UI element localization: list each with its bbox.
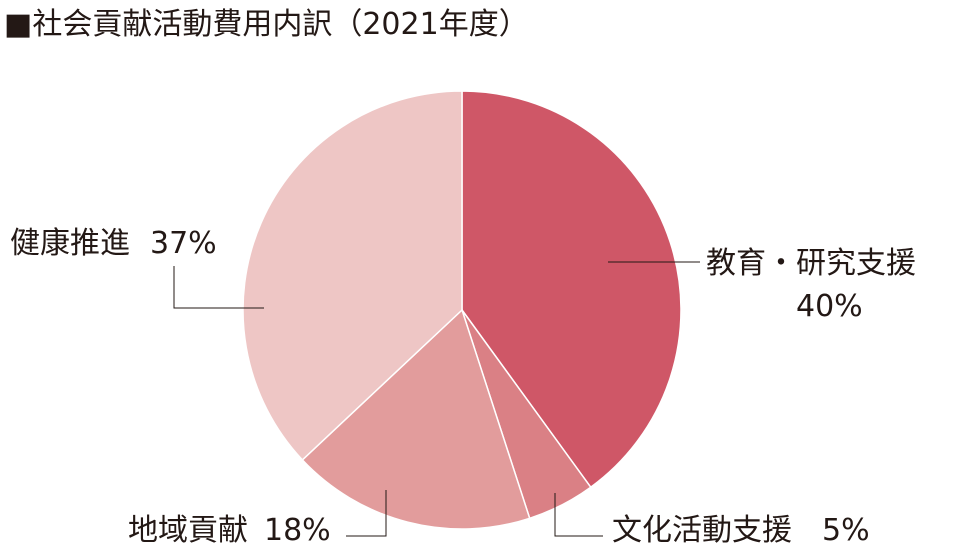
pie-slices (242, 90, 682, 530)
leader-line-community (346, 490, 387, 537)
leader-line-health (173, 266, 264, 309)
slice-label-health: 健康推進 (10, 226, 130, 261)
pie-slice-education (461, 90, 682, 489)
pie-slice-community (301, 308, 531, 530)
slice-value-community: 18% (264, 513, 331, 548)
chart-title: ■社会貢献活動費用内訳（2021年度） (4, 7, 529, 42)
slice-label-community: 地域貢献 (128, 513, 248, 548)
slice-label-culture: 文化活動支援 (612, 513, 792, 548)
slice-value-education: 40% (796, 289, 863, 324)
leader-line-culture (554, 493, 603, 537)
pie-slice-health (242, 90, 463, 461)
slice-label-education: 教育・研究支援 (706, 246, 916, 281)
slice-value-culture: 5% (822, 513, 870, 548)
slice-value-health: 37% (150, 226, 217, 261)
